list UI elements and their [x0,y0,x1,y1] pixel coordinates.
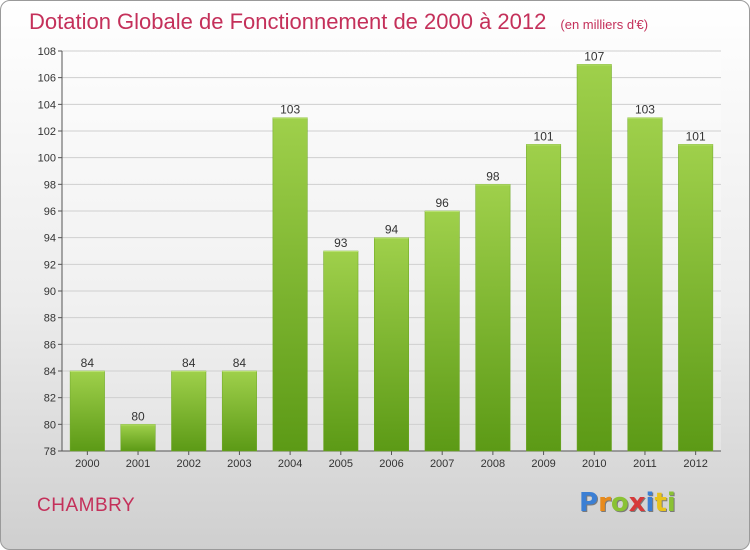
bar-2012 [678,144,714,452]
y-tick-label: 94 [44,233,56,245]
y-tick-label: 102 [38,126,56,138]
data-label-2006: 94 [385,223,399,237]
labels: 84 80 84 84 103 93 94 96 98 101 107 103 101 [81,49,706,423]
bar-2007 [424,210,460,452]
x-tick-label-2007: 2007 [430,458,454,470]
y-tick-label: 98 [44,179,56,191]
x-tick-label-2006: 2006 [379,458,403,470]
data-label-2005: 93 [334,236,348,250]
y-tick-label: 88 [44,313,56,325]
y-tick-label: 86 [44,339,56,351]
x-tick-label-2005: 2005 [329,458,353,470]
y-tick-label: 92 [44,259,56,271]
bar-2009 [526,144,562,452]
data-label-2003: 84 [233,356,247,370]
data-label-2012: 101 [686,129,706,143]
x-tick-label-2009: 2009 [531,458,555,470]
bar-2000 [69,370,105,452]
x-tick-label-2002: 2002 [176,458,200,470]
y-tick-label: 90 [44,286,56,298]
y-tick-label: 100 [38,153,56,165]
data-label-2008: 98 [486,169,500,183]
y-tick-label: 80 [44,419,56,431]
data-label-2011: 103 [635,103,655,117]
commune-name: CHAMBRY [37,495,136,516]
y-tick-label: 82 [44,393,56,405]
data-label-2010: 107 [584,49,604,63]
bar-2006 [374,237,409,452]
x-tick-label-2011: 2011 [633,458,657,470]
data-label-2002: 84 [182,356,196,370]
bar-2002 [171,370,207,452]
bar-2008 [475,184,511,452]
x-tick-label-2000: 2000 [75,458,99,470]
x-tick-label-2001: 2001 [126,458,150,470]
y-tick-label: 96 [44,206,56,218]
y-tick-label: 104 [38,99,56,111]
data-label-2004: 103 [280,103,300,117]
bar-2003 [221,370,257,452]
chart-subtitle: (en milliers d'€) [560,17,649,32]
chart-title-text: Dotation Globale de Fonctionnement de 20… [29,9,547,34]
bar-2010 [576,64,612,452]
bar-2004 [272,117,308,452]
x-tick-label-2010: 2010 [582,458,606,470]
y-tick-label: 84 [44,366,56,378]
x-tick-label-2004: 2004 [278,458,302,470]
bar-2011 [627,117,663,452]
data-label-2000: 84 [81,356,95,370]
proxiti-logo: Proxiti [579,488,676,518]
bar-2005 [323,250,359,452]
x-tick-label-2003: 2003 [227,458,251,470]
data-label-2001: 80 [131,409,145,423]
data-label-2007: 96 [436,196,450,210]
bars [69,64,714,452]
y-tick-label: 108 [38,46,56,58]
y-tick-label: 78 [44,446,56,458]
bar-2001 [120,424,156,452]
chart-title: Dotation Globale de Fonctionnement de 20… [29,9,648,35]
x-tick-label-2012: 2012 [683,458,707,470]
data-label-2009: 101 [534,129,554,143]
x-tick-label-2008: 2008 [481,458,505,470]
y-tick-label: 106 [38,73,56,85]
